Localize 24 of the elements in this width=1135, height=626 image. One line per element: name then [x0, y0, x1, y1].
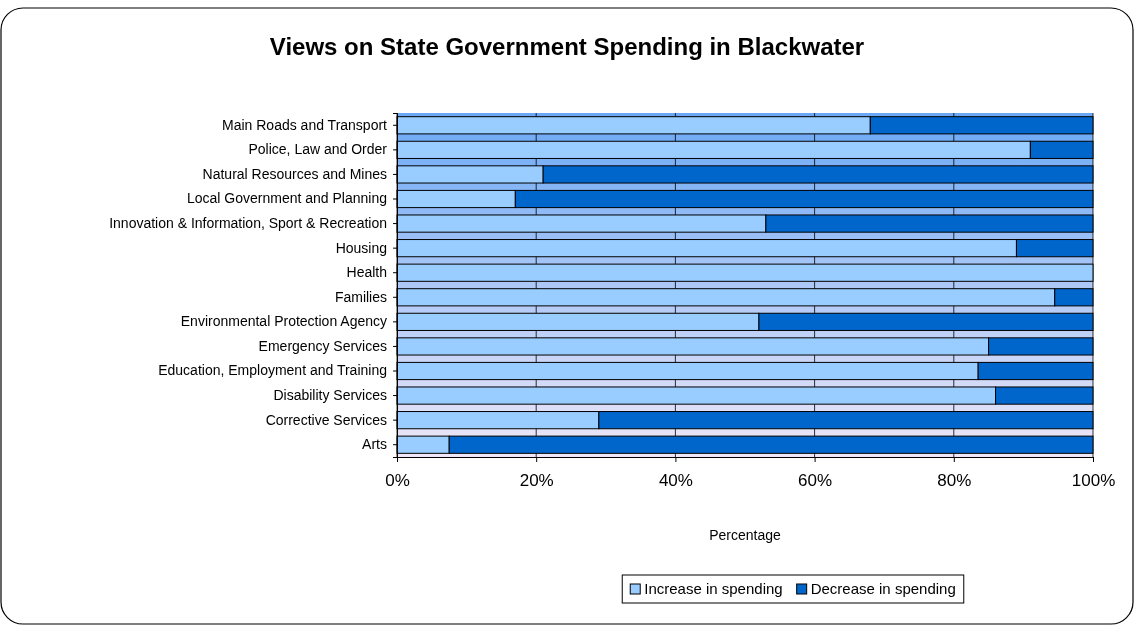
- x-tick-label: 80%: [937, 471, 972, 491]
- y-tick-label: Police, Law and Order: [248, 141, 388, 158]
- y-tick-label: Health: [346, 264, 387, 281]
- y-tick-label: Local Government and Planning: [186, 190, 387, 207]
- chart-title: Views on State Government Spending in Blackwater: [269, 33, 865, 60]
- y-tick-label: Environmental Protection Agency: [180, 313, 387, 330]
- legend-label: Decrease in spending: [810, 580, 956, 597]
- y-tick-label: Disability Services: [273, 387, 387, 404]
- x-tick-label: 20%: [519, 471, 554, 491]
- y-tick-label: Innovation & Information, Sport & Recreation: [109, 215, 387, 232]
- y-tick-label: Arts: [362, 436, 387, 453]
- x-tick-label: 40%: [658, 471, 693, 491]
- y-tick-label: Corrective Services: [265, 411, 387, 428]
- y-tick-label: Housing: [335, 239, 387, 256]
- x-axis-title: Percentage: [709, 527, 782, 543]
- legend-label: Increase in spending: [644, 580, 783, 597]
- x-tick-label: 100%: [1071, 471, 1116, 491]
- x-tick-label: 60%: [798, 471, 833, 491]
- x-tick-label: 0%: [385, 471, 410, 491]
- y-tick-label: Education, Employment and Training: [158, 362, 387, 379]
- y-tick-label: Natural Resources and Mines: [202, 165, 387, 182]
- y-tick-label: Main Roads and Transport: [222, 116, 388, 133]
- y-tick-label: Emergency Services: [258, 337, 387, 354]
- y-tick-label: Families: [334, 288, 387, 305]
